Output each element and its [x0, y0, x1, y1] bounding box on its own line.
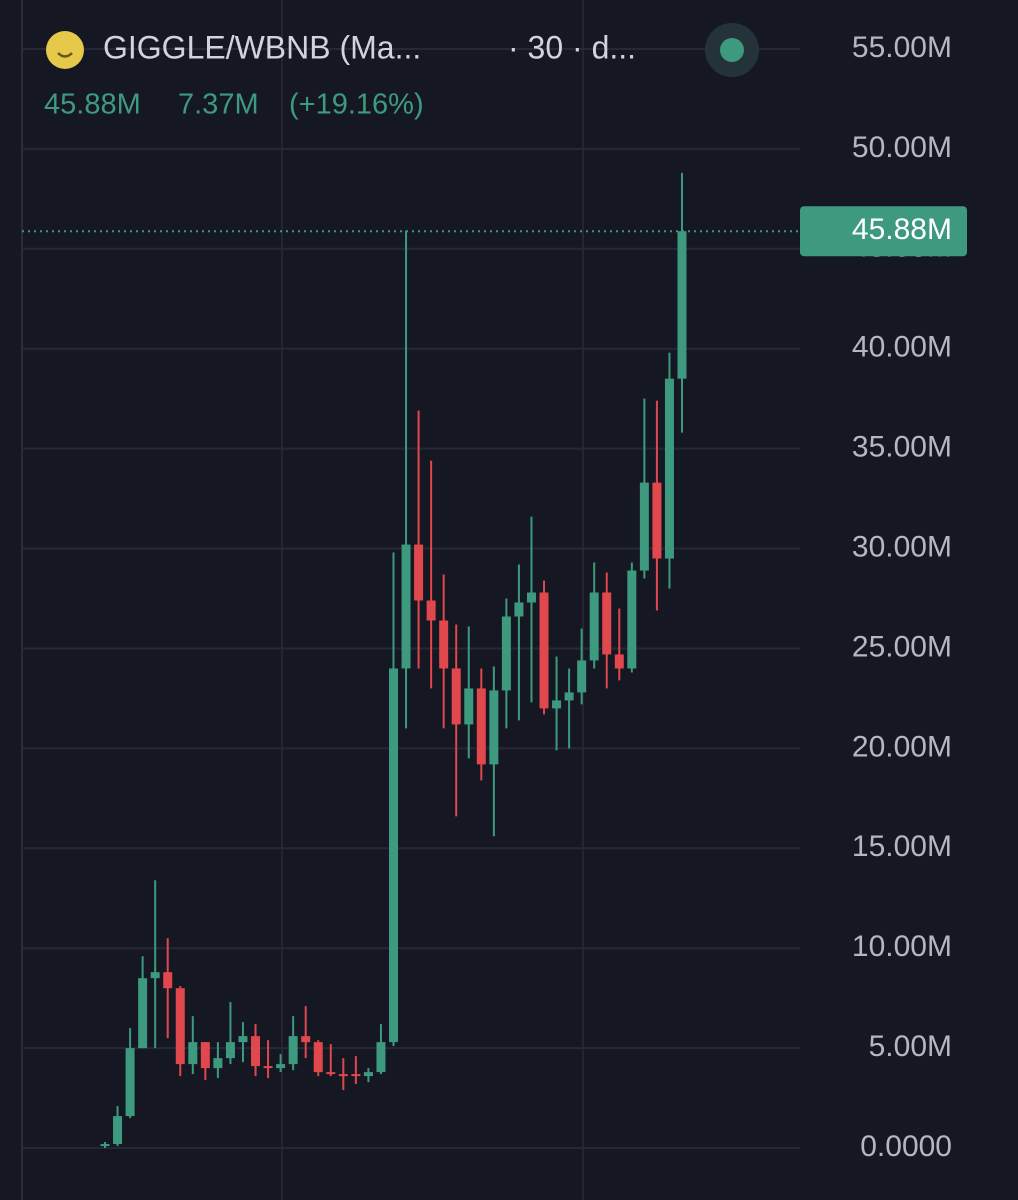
candle-body	[225, 1042, 235, 1059]
change: 7.37M	[178, 89, 259, 121]
last-price-box	[800, 206, 967, 257]
y-tick-label: 35.00M	[852, 431, 952, 464]
token-icon-face	[57, 52, 73, 58]
candle-body	[125, 1048, 135, 1117]
candle-body	[602, 592, 612, 655]
candle-body	[476, 688, 486, 765]
candle-body	[489, 690, 499, 765]
symbol: GIGGLE/WBNB (Ma...	[103, 29, 421, 65]
candle-body	[426, 600, 436, 621]
candle-body	[351, 1074, 361, 1077]
candle-body	[664, 378, 674, 559]
candle-body	[200, 1042, 210, 1069]
grid	[21, 0, 800, 1200]
y-axis: 0.0000 5.00M 10.00M 15.00M 20.00M 25.00M 30.00…	[800, 31, 967, 1163]
candle-body	[552, 700, 562, 709]
candle-body	[589, 592, 599, 661]
y-tick-label: 25.00M	[852, 630, 952, 663]
candle-body	[150, 972, 160, 979]
candle-body	[276, 1064, 286, 1069]
interval: · 30 · d...	[508, 29, 636, 65]
candle-body	[564, 692, 574, 701]
candle-body	[326, 1072, 336, 1075]
y-tick-label: 30.00M	[852, 530, 952, 563]
candle-body	[213, 1058, 223, 1069]
candle-body	[639, 482, 649, 571]
candle-body	[338, 1074, 348, 1077]
y-tick-label: 50.00M	[852, 131, 952, 164]
candle-body	[238, 1036, 248, 1043]
candle-body	[363, 1072, 373, 1077]
candle-body	[100, 1144, 110, 1147]
candle-body	[163, 972, 173, 989]
candle-body	[389, 668, 398, 1043]
y-tick-label: 10.00M	[852, 930, 952, 963]
candle-body	[526, 592, 536, 603]
y-tick-label: 20.00M	[852, 730, 952, 763]
candle-body	[288, 1036, 298, 1065]
candle-body	[376, 1042, 386, 1073]
y-tick-label: 40.00M	[852, 331, 952, 364]
y-tick-label: 5.00M	[869, 1030, 952, 1063]
candle-body	[539, 592, 549, 709]
candle-body	[175, 988, 185, 1065]
candle-body	[414, 544, 424, 601]
candle-body	[451, 668, 461, 725]
candle-body	[514, 602, 524, 617]
candle-body	[439, 620, 449, 669]
candle-body	[614, 654, 624, 669]
status-dot	[720, 38, 744, 62]
candle-body	[652, 482, 662, 559]
y-tick-label: 15.00M	[852, 830, 952, 863]
candle-body	[464, 688, 474, 725]
candle-body	[577, 660, 587, 693]
candle-body	[188, 1042, 198, 1065]
change-pct: (+19.16%)	[289, 89, 424, 121]
token-icon	[46, 31, 84, 69]
y-tick-label: 55.00M	[852, 31, 952, 64]
candle-body	[313, 1042, 323, 1073]
candle-body	[401, 544, 411, 669]
candle-body	[138, 978, 148, 1049]
candle-body	[677, 231, 687, 379]
candle-body	[251, 1036, 261, 1067]
price: 45.88M	[44, 89, 141, 121]
candle-body	[301, 1036, 311, 1043]
candle-body	[113, 1116, 123, 1145]
candles	[22, 172, 800, 1149]
y-tick-label: 0.0000	[860, 1130, 952, 1163]
last-price-label: 45.88M	[852, 213, 952, 246]
candle-body	[501, 616, 511, 691]
candle-body	[627, 570, 637, 669]
candle-body	[263, 1066, 273, 1069]
